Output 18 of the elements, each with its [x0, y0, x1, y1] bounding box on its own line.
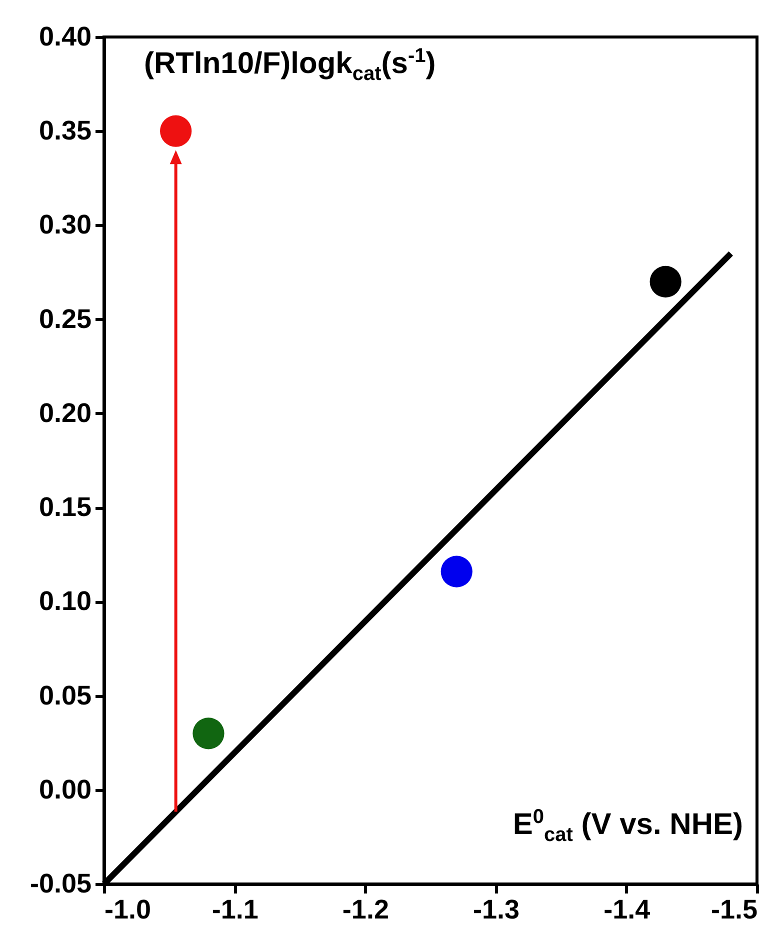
- x-tick-label: -1.2: [342, 894, 389, 924]
- y-tick-label: 0.20: [38, 398, 92, 428]
- y-tick-label: 0.00: [38, 774, 92, 804]
- y-tick-label: -0.05: [30, 868, 92, 898]
- x-tick-label: -1.3: [473, 894, 520, 924]
- x-axis-title: E$^{0}$$_{cat}$ (V vs. NHE): [512, 806, 743, 847]
- y-tick-label: 0.05: [38, 680, 92, 710]
- x-tick-label: -1.1: [212, 894, 258, 924]
- y-tick-label: 0.15: [38, 492, 92, 522]
- y-tick-label: 0.25: [38, 304, 92, 334]
- y-tick-label: 0.10: [38, 586, 92, 616]
- x-tick-label: -1.0: [104, 894, 152, 924]
- y-tick-label: 0.35: [38, 116, 92, 146]
- x-tick-label: -1.5: [710, 894, 758, 924]
- x-tick-label: -1.4: [604, 894, 650, 924]
- y-tick-label: 0.30: [38, 210, 92, 240]
- y-tick-label: 0.40: [38, 22, 92, 52]
- y-axis-title: (RTln10/F)logk$_{cat}$(s$^{-1}$): [144, 45, 436, 86]
